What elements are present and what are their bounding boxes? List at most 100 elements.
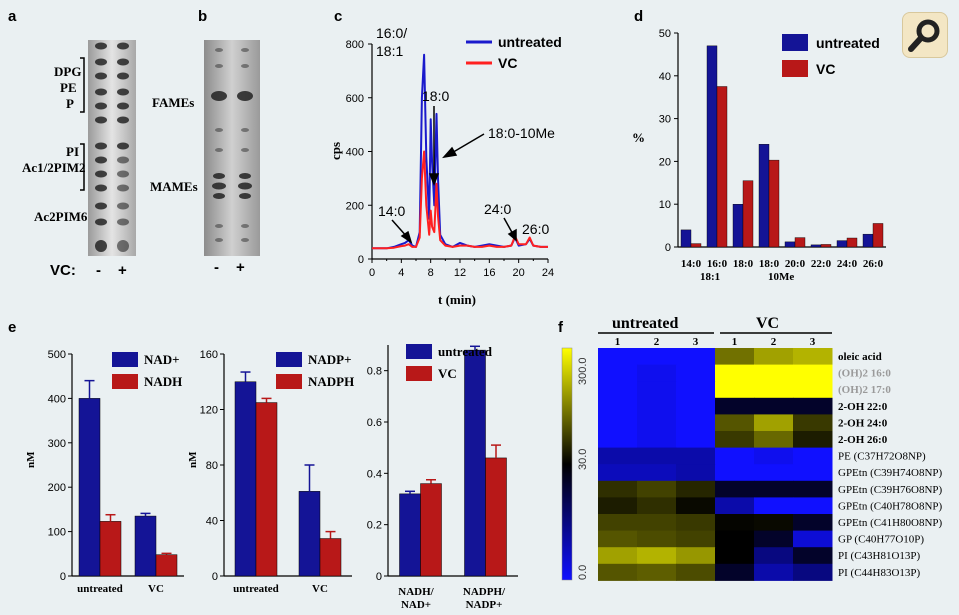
heatmap-row-label: GPEtn (C40H78O8NP): [838, 500, 943, 512]
legend-d-untreated: untreated: [816, 35, 880, 51]
tlc-plate-b: [204, 40, 260, 256]
heatmap-row-label: 2-OH 22:0: [838, 401, 888, 413]
heatmap-cell: [715, 480, 755, 498]
panel-d: d 0 10 20 30 40 50 14:0 16:0 18:0 18:0 20:0 22:0 24:…: [632, 8, 886, 283]
heatmap-cell: [754, 447, 794, 465]
heatmap-cell: [676, 547, 716, 565]
chart-e3-bar: [399, 493, 421, 577]
chart-e2-ytick-label: 80: [206, 460, 218, 472]
heatmap-col-label: 2: [771, 336, 777, 348]
tlc-spot: [238, 182, 252, 190]
heatmap-cell: [676, 381, 716, 399]
heatmap-row-label: 2-OH 26:0: [838, 434, 888, 446]
bracket-2: [80, 143, 85, 191]
legend-e3-untreated-swatch: [406, 344, 432, 359]
chart-d-xtick-label: 22:0: [811, 258, 832, 270]
tlc-spot: [95, 72, 107, 80]
heatmap-cell: [676, 480, 716, 498]
chart-e1-ytick-label: 200: [48, 482, 66, 494]
chart-e3-bar: [485, 457, 507, 577]
legend-e2-nadph: NADPH: [308, 374, 354, 389]
chart-c-peak-labels: 16:0/ 18:1 18:0 18:0-10Me 14:0 24:0 26:0: [376, 25, 555, 237]
heatmap-col-labels: 1 2 3 1 2 3: [615, 336, 816, 348]
heatmap-cell: [676, 431, 716, 449]
chart-e1-xtick-label: VC: [148, 583, 164, 595]
chart-e2-xtick-label: VC: [312, 583, 328, 595]
chart-d-ytick-label: 50: [659, 28, 671, 40]
tlc-spot: [117, 116, 129, 124]
chart-e2: 0 40 80 120 160 untreated VC: [200, 349, 352, 595]
chart-e3-ytick-label: 0.8: [367, 366, 382, 378]
chart-c: 0 4 8 12 16 20 24 0 200 400 600 800: [346, 39, 554, 279]
tlc-spot: [241, 148, 249, 152]
heatmap-row-labels: oleic acid (OH)2 16:0 (OH)2 17:0 2-OH 22:0 2…: [838, 351, 943, 579]
tlc-spot: [212, 182, 226, 190]
tlc-spot: [95, 240, 107, 252]
panel-b: b FAMEs MAMEs - +: [150, 8, 260, 276]
panel-c-label: c: [334, 8, 342, 25]
peak-18-1: 18:1: [376, 43, 403, 59]
chart-e2-ytick-label: 120: [200, 405, 218, 417]
chart-e3-ytick-label: 0.4: [367, 468, 382, 480]
tlc-spot: [117, 218, 129, 226]
chart-d-ytick-label: 20: [659, 156, 671, 168]
magnifier-icon: [908, 19, 940, 52]
tlc-spot: [117, 184, 129, 192]
zoom-button[interactable]: [902, 12, 948, 58]
tlc-spot: [95, 102, 107, 110]
tlc-spot: [215, 128, 223, 132]
tlc-spot: [241, 238, 249, 242]
chart-d-bar-untreated: [706, 45, 718, 248]
heatmap-colorbar: [561, 347, 573, 581]
panel-b-label: b: [198, 8, 207, 25]
chart-e1-legend: NAD+ NADH: [112, 352, 182, 389]
vc-label: VC:: [50, 262, 76, 279]
chart-d-xtick-label: 24:0: [837, 258, 858, 270]
heatmap-cell: [715, 563, 755, 581]
tlc-spot: [117, 88, 129, 96]
legend-e1-nad: NAD+: [144, 352, 180, 367]
heatmap-cell: [598, 497, 638, 515]
band-dpg: DPG: [54, 64, 81, 79]
tlc-spots-b: [211, 48, 253, 242]
legend-e3-untreated: untreated: [438, 344, 493, 359]
heatmap-cell: [715, 414, 755, 432]
heatmap-cell: [793, 497, 833, 515]
chart-e3-categories: NADH/ NAD+ NADPH/ NADP+: [398, 586, 506, 611]
chart-c-xtick-label: 20: [513, 267, 525, 279]
chart-d-bar-vc: [742, 180, 754, 248]
heatmap-cell: [637, 514, 677, 532]
tlc-spot: [95, 42, 107, 50]
heatmap-col-label: 3: [810, 336, 816, 348]
chart-e3-ytick-label: 0.2: [367, 520, 382, 532]
band-mames: MAMEs: [150, 179, 198, 194]
heatmap-cell: [793, 414, 833, 432]
heatmap-row-label: GPEtn (C39H76O8NP): [838, 484, 943, 496]
heatmap-cell: [637, 364, 677, 382]
tlc-spot: [215, 224, 223, 228]
chart-d-bar-untreated: [810, 244, 822, 248]
heatmap-cell: [754, 431, 794, 449]
heatmap-cell: [598, 563, 638, 581]
tlc-spot: [241, 128, 249, 132]
panel-e-label: e: [8, 319, 16, 336]
heatmap-cell: [793, 547, 833, 565]
chart-d-bar-untreated: [784, 241, 796, 248]
band-fames: FAMEs: [152, 95, 194, 110]
panel-c: c 0 4 8 12 16 20 24 0 200 400 600 800 t (min) cps u…: [328, 8, 562, 307]
tlc-spots-a: [95, 42, 129, 252]
heatmap-cell: [637, 381, 677, 399]
chart-d-bar-vc: [794, 237, 806, 248]
tlc-spot: [241, 224, 249, 228]
tlc-spot: [117, 72, 129, 80]
heatmap-col-label: 2: [654, 336, 660, 348]
heatmap-cell: [676, 348, 716, 366]
chart-d-xtick-label: 18:0: [759, 258, 780, 270]
heatmap-cell: [793, 563, 833, 581]
tlc-spot: [95, 184, 107, 192]
chart-d-bar-vc: [846, 237, 858, 248]
heatmap-cell: [637, 497, 677, 515]
heatmap-cell: [598, 447, 638, 465]
heatmap-cell: [598, 381, 638, 399]
